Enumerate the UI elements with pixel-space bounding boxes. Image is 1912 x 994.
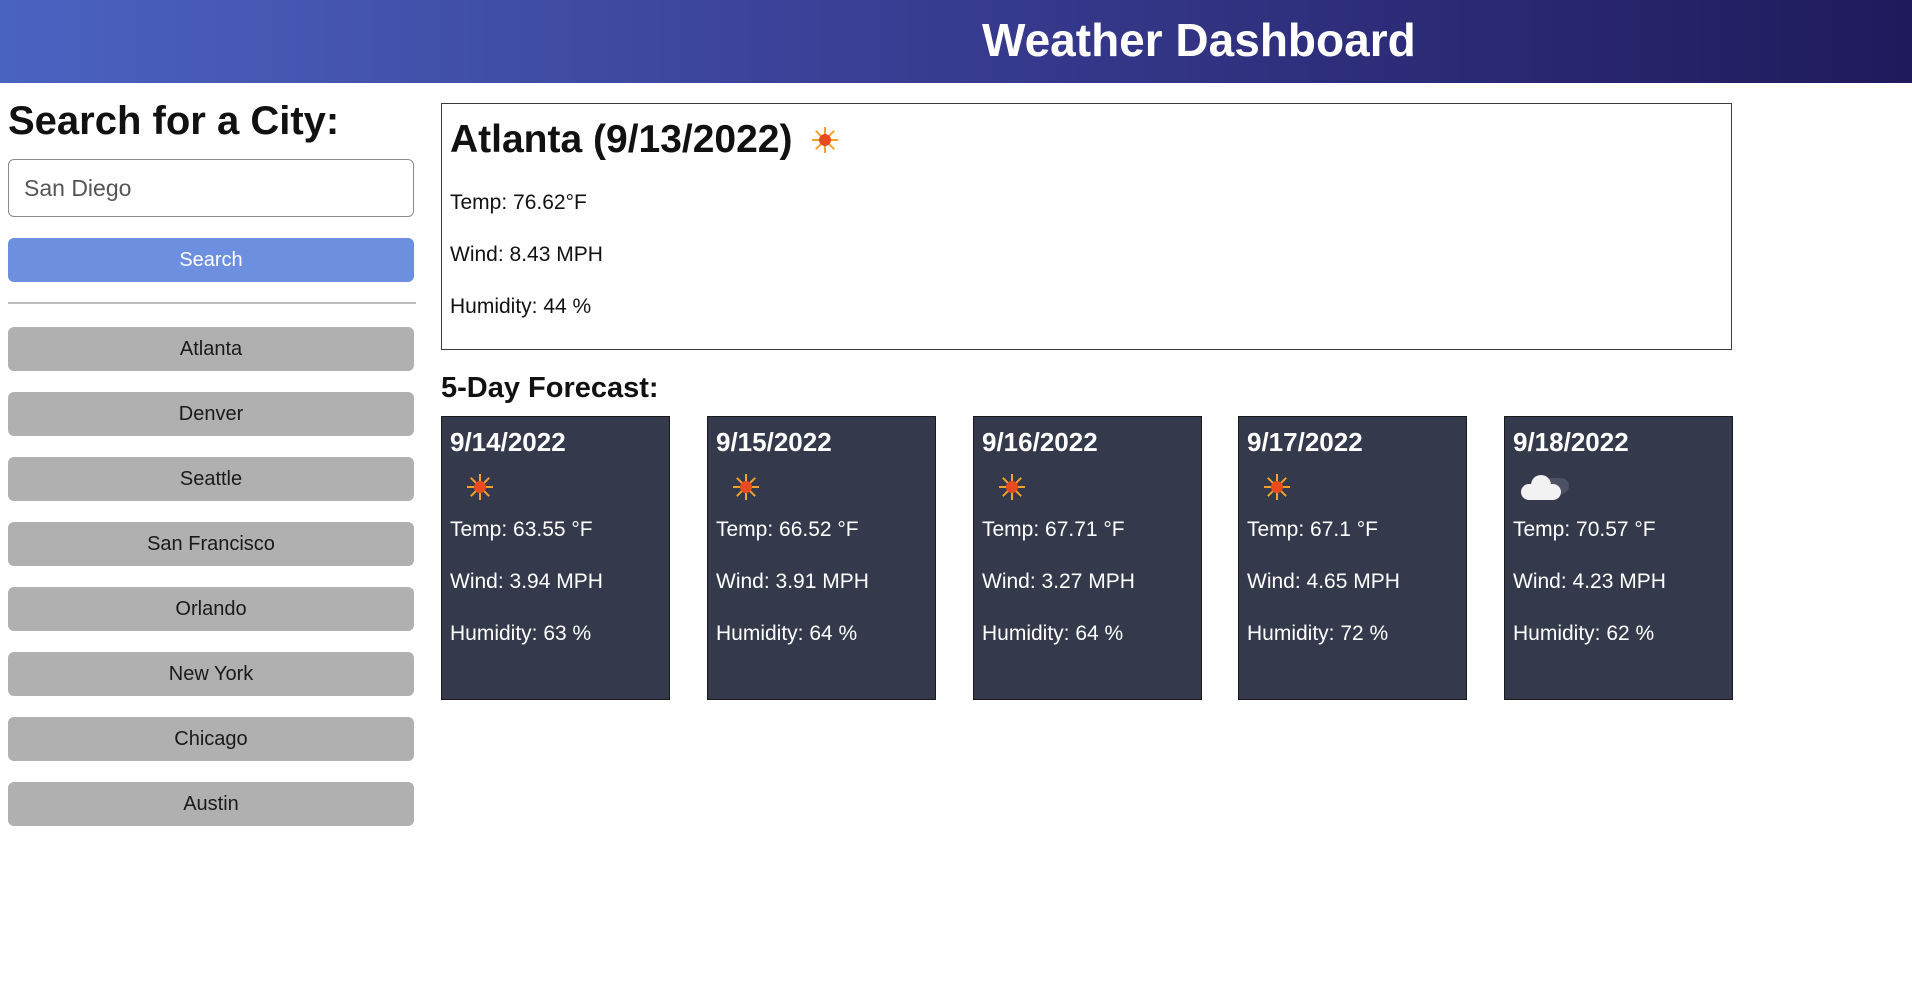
sidebar: Search for a City: Search Atlanta Denver… <box>8 83 416 847</box>
current-temp: Temp: 76.62°F <box>450 191 587 214</box>
forecast-humidity: Humidity: 63 % <box>450 622 592 645</box>
page-header: Weather Dashboard <box>0 0 1912 83</box>
city-search-input[interactable] <box>8 159 414 217</box>
forecast-wind: Wind: 3.27 MPH <box>982 570 1135 593</box>
forecast-wind: Wind: 3.91 MPH <box>716 570 869 593</box>
forecast-humidity: Humidity: 64 % <box>982 622 1124 645</box>
forecast-card: 9/14/2022 Temp: 63.55 °F Wind: 3.94 MPH … <box>441 416 670 700</box>
current-weather-title: Atlanta (9/13/2022) <box>450 114 1723 166</box>
sun-icon <box>998 473 1026 501</box>
sidebar-divider <box>8 302 416 304</box>
sun-icon <box>732 473 760 501</box>
search-button[interactable]: Search <box>8 238 414 282</box>
search-heading: Search for a City: <box>8 99 340 143</box>
forecast-date: 9/14/2022 <box>450 427 566 457</box>
forecast-card: 9/15/2022 Temp: 66.52 °F Wind: 3.91 MPH … <box>707 416 936 700</box>
current-weather-card: Atlanta (9/13/2022) Temp: 76.62°F Wind: … <box>441 103 1732 350</box>
forecast-card: 9/16/2022 Temp: 67.71 °F Wind: 3.27 MPH … <box>973 416 1202 700</box>
forecast-date: 9/15/2022 <box>716 427 832 457</box>
forecast-wind: Wind: 4.65 MPH <box>1247 570 1400 593</box>
search-history: Atlanta Denver Seattle San Francisco Orl… <box>8 327 414 826</box>
forecast-date: 9/16/2022 <box>982 427 1098 457</box>
page-title: Weather Dashboard <box>982 14 1416 66</box>
forecast-temp: Temp: 70.57 °F <box>1513 518 1656 541</box>
history-button-austin[interactable]: Austin <box>8 782 414 826</box>
current-city-date: Atlanta (9/13/2022) <box>450 118 793 161</box>
forecast-temp: Temp: 66.52 °F <box>716 518 859 541</box>
history-button-new-york[interactable]: New York <box>8 652 414 696</box>
forecast-humidity: Humidity: 64 % <box>716 622 858 645</box>
current-wind: Wind: 8.43 MPH <box>450 243 603 266</box>
current-humidity: Humidity: 44 % <box>450 295 592 318</box>
forecast-heading: 5-Day Forecast: <box>441 372 659 404</box>
sun-icon <box>811 126 839 154</box>
history-button-denver[interactable]: Denver <box>8 392 414 436</box>
forecast-card: 9/18/2022 Temp: 70.57 °F Wind: 4.23 MPH … <box>1504 416 1733 700</box>
forecast-temp: Temp: 67.71 °F <box>982 518 1125 541</box>
cloud-icon <box>1517 470 1573 504</box>
forecast-humidity: Humidity: 62 % <box>1513 622 1655 645</box>
forecast-wind: Wind: 3.94 MPH <box>450 570 603 593</box>
history-button-chicago[interactable]: Chicago <box>8 717 414 761</box>
forecast-date: 9/17/2022 <box>1247 427 1363 457</box>
forecast-date: 9/18/2022 <box>1513 427 1629 457</box>
forecast-temp: Temp: 67.1 °F <box>1247 518 1378 541</box>
history-button-seattle[interactable]: Seattle <box>8 457 414 501</box>
forecast-card: 9/17/2022 Temp: 67.1 °F Wind: 4.65 MPH H… <box>1238 416 1467 700</box>
sun-icon <box>466 473 494 501</box>
sun-icon <box>1263 473 1291 501</box>
history-button-orlando[interactable]: Orlando <box>8 587 414 631</box>
history-button-atlanta[interactable]: Atlanta <box>8 327 414 371</box>
history-button-san-francisco[interactable]: San Francisco <box>8 522 414 566</box>
forecast-humidity: Humidity: 72 % <box>1247 622 1389 645</box>
forecast-row: 9/14/2022 Temp: 63.55 °F Wind: 3.94 MPH … <box>441 416 1733 700</box>
forecast-wind: Wind: 4.23 MPH <box>1513 570 1666 593</box>
forecast-temp: Temp: 63.55 °F <box>450 518 593 541</box>
